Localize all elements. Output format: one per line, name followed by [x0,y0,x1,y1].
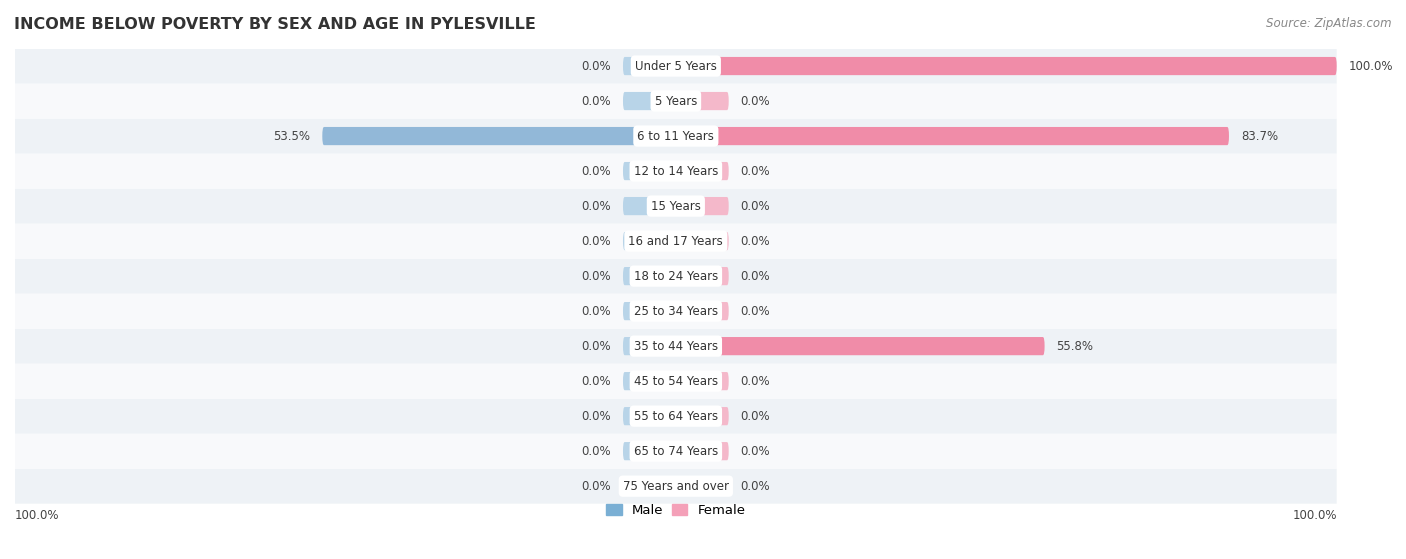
Text: 16 and 17 Years: 16 and 17 Years [628,235,723,248]
FancyBboxPatch shape [676,302,728,320]
FancyBboxPatch shape [15,293,1337,329]
FancyBboxPatch shape [676,407,728,425]
FancyBboxPatch shape [623,442,676,460]
FancyBboxPatch shape [676,197,728,215]
Text: 0.0%: 0.0% [582,94,612,107]
Text: 75 Years and over: 75 Years and over [623,480,728,492]
FancyBboxPatch shape [15,364,1337,399]
FancyBboxPatch shape [15,188,1337,224]
FancyBboxPatch shape [676,57,1337,75]
Text: 0.0%: 0.0% [741,164,770,178]
Text: 0.0%: 0.0% [582,375,612,387]
Text: Under 5 Years: Under 5 Years [636,60,717,73]
Text: 0.0%: 0.0% [741,269,770,283]
FancyBboxPatch shape [676,92,728,110]
FancyBboxPatch shape [676,162,728,180]
Text: 65 to 74 Years: 65 to 74 Years [634,444,718,458]
FancyBboxPatch shape [623,162,676,180]
FancyBboxPatch shape [623,302,676,320]
Text: 0.0%: 0.0% [582,480,612,492]
FancyBboxPatch shape [15,49,1337,83]
Text: 0.0%: 0.0% [582,340,612,353]
Text: 0.0%: 0.0% [582,164,612,178]
Text: 0.0%: 0.0% [582,269,612,283]
FancyBboxPatch shape [15,83,1337,119]
Text: 100.0%: 100.0% [15,509,59,522]
FancyBboxPatch shape [623,57,676,75]
Text: 25 to 34 Years: 25 to 34 Years [634,305,718,318]
Text: 45 to 54 Years: 45 to 54 Years [634,375,718,387]
FancyBboxPatch shape [15,224,1337,259]
Text: 0.0%: 0.0% [741,200,770,212]
Text: 100.0%: 100.0% [1348,60,1393,73]
Text: 53.5%: 53.5% [273,130,311,143]
Text: 0.0%: 0.0% [741,235,770,248]
FancyBboxPatch shape [676,127,1229,145]
FancyBboxPatch shape [676,232,728,250]
Text: 55.8%: 55.8% [1056,340,1094,353]
Text: 0.0%: 0.0% [741,94,770,107]
Text: 0.0%: 0.0% [582,235,612,248]
Text: 5 Years: 5 Years [655,94,697,107]
FancyBboxPatch shape [15,399,1337,434]
Text: 100.0%: 100.0% [1292,509,1337,522]
Text: 83.7%: 83.7% [1241,130,1278,143]
FancyBboxPatch shape [623,407,676,425]
FancyBboxPatch shape [15,329,1337,364]
FancyBboxPatch shape [676,442,728,460]
Text: 0.0%: 0.0% [582,200,612,212]
Text: 0.0%: 0.0% [582,410,612,423]
FancyBboxPatch shape [15,119,1337,154]
FancyBboxPatch shape [15,154,1337,188]
FancyBboxPatch shape [623,477,676,495]
Text: 0.0%: 0.0% [582,60,612,73]
FancyBboxPatch shape [676,267,728,285]
Text: INCOME BELOW POVERTY BY SEX AND AGE IN PYLESVILLE: INCOME BELOW POVERTY BY SEX AND AGE IN P… [14,17,536,32]
Text: 0.0%: 0.0% [582,444,612,458]
FancyBboxPatch shape [15,259,1337,293]
Text: 0.0%: 0.0% [741,410,770,423]
Text: 0.0%: 0.0% [741,480,770,492]
FancyBboxPatch shape [623,372,676,390]
Text: 18 to 24 Years: 18 to 24 Years [634,269,718,283]
FancyBboxPatch shape [623,232,676,250]
FancyBboxPatch shape [15,468,1337,504]
FancyBboxPatch shape [676,477,728,495]
FancyBboxPatch shape [623,197,676,215]
Text: 0.0%: 0.0% [741,305,770,318]
FancyBboxPatch shape [623,337,676,355]
Legend: Male, Female: Male, Female [600,499,751,522]
Text: 55 to 64 Years: 55 to 64 Years [634,410,718,423]
FancyBboxPatch shape [322,127,676,145]
FancyBboxPatch shape [15,434,1337,468]
Text: 15 Years: 15 Years [651,200,700,212]
Text: Source: ZipAtlas.com: Source: ZipAtlas.com [1267,17,1392,30]
FancyBboxPatch shape [623,92,676,110]
Text: 6 to 11 Years: 6 to 11 Years [637,130,714,143]
FancyBboxPatch shape [676,372,728,390]
FancyBboxPatch shape [676,337,1045,355]
Text: 0.0%: 0.0% [741,375,770,387]
Text: 35 to 44 Years: 35 to 44 Years [634,340,718,353]
Text: 12 to 14 Years: 12 to 14 Years [634,164,718,178]
Text: 0.0%: 0.0% [582,305,612,318]
FancyBboxPatch shape [623,267,676,285]
Text: 0.0%: 0.0% [741,444,770,458]
